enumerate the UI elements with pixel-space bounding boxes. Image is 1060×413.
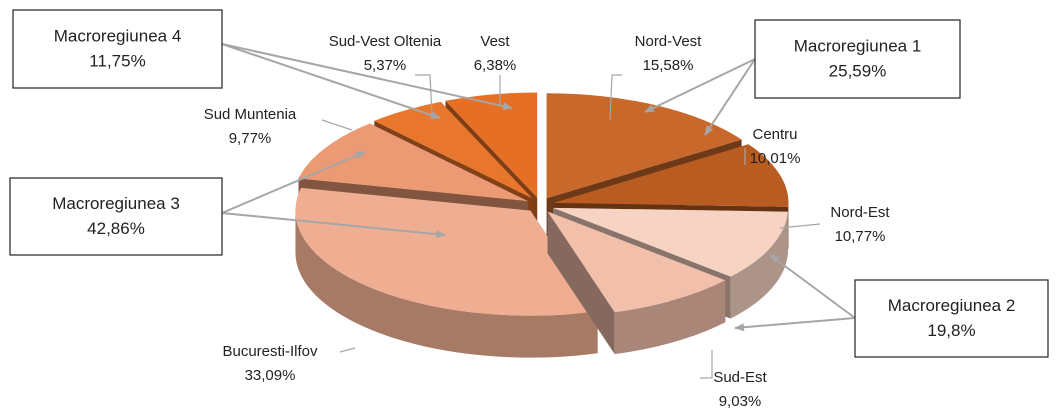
slice-side bbox=[295, 210, 598, 358]
leader-line bbox=[339, 347, 356, 353]
annotation: Macroregiunea 1 25,59% bbox=[644, 19, 961, 136]
annotation-value: 19,8% bbox=[927, 321, 975, 340]
slice bbox=[546, 93, 742, 199]
slice-side bbox=[614, 280, 726, 355]
annotation: Macroregiunea 2 19,8% bbox=[734, 254, 1049, 358]
annotation: Macroregiunea 3 42,86% bbox=[9, 151, 446, 256]
category-label: Nord-Est bbox=[830, 204, 890, 221]
value-label: 15,58% bbox=[643, 57, 694, 74]
annotation-arrow bbox=[734, 317, 856, 332]
value-label: 9,77% bbox=[229, 130, 272, 147]
annotation-arrow bbox=[704, 58, 756, 136]
slice-wall bbox=[547, 211, 615, 355]
category-label: Sud-Est bbox=[713, 369, 767, 386]
leader-line bbox=[415, 74, 433, 116]
annotation-arrow bbox=[769, 254, 856, 319]
leader-line bbox=[700, 350, 713, 379]
annotation-box bbox=[9, 177, 223, 256]
category-label: Vest bbox=[480, 33, 510, 50]
category-label: Sud-Vest Oltenia bbox=[329, 33, 442, 50]
slice bbox=[295, 187, 598, 316]
value-label: 5,37% bbox=[364, 57, 407, 74]
annotation: Macroregiunea 4 11,75% bbox=[12, 9, 513, 119]
leader-line bbox=[609, 74, 622, 121]
slice bbox=[445, 92, 538, 198]
annotation-box bbox=[12, 9, 223, 89]
annotation-arrow bbox=[644, 58, 756, 113]
annotation-arrow bbox=[221, 212, 446, 239]
annotation-arrow bbox=[221, 43, 441, 119]
annotation-box bbox=[754, 19, 961, 99]
annotation-title: Macroregiunea 3 bbox=[52, 194, 180, 213]
leader-line bbox=[779, 223, 821, 229]
annotation-value: 25,59% bbox=[829, 61, 887, 80]
category-label: Bucuresti-Ilfov bbox=[222, 343, 318, 360]
slice bbox=[553, 207, 788, 277]
slice bbox=[547, 211, 726, 313]
annotation-title: Macroregiunea 2 bbox=[888, 296, 1016, 315]
annotation-arrow bbox=[221, 43, 513, 110]
value-label: 6,38% bbox=[474, 57, 517, 74]
labels: Nord-Vest 15,58% Centru 10,01% Nord-Est 10,77… bbox=[9, 9, 1049, 410]
category-label: Nord-Vest bbox=[635, 33, 703, 50]
value-label: 9,03% bbox=[719, 393, 762, 410]
annotation-title: Macroregiunea 4 bbox=[54, 26, 182, 45]
annotation-box bbox=[854, 279, 1049, 358]
leader-line bbox=[321, 119, 353, 131]
slice bbox=[374, 101, 533, 199]
slice bbox=[298, 123, 528, 202]
category-label: Centru bbox=[752, 126, 797, 143]
annotation-value: 42,86% bbox=[87, 219, 145, 238]
value-label: 33,09% bbox=[245, 367, 296, 384]
category-label: Sud Muntenia bbox=[204, 106, 297, 123]
value-label: 10,77% bbox=[835, 228, 886, 245]
slice bbox=[553, 144, 789, 207]
slice-side bbox=[730, 211, 788, 319]
value-label: 10,01% bbox=[750, 150, 801, 167]
annotation-title: Macroregiunea 1 bbox=[794, 36, 922, 55]
annotation-value: 11,75% bbox=[89, 51, 145, 70]
annotation-arrow bbox=[221, 151, 366, 214]
pie bbox=[295, 92, 789, 358]
